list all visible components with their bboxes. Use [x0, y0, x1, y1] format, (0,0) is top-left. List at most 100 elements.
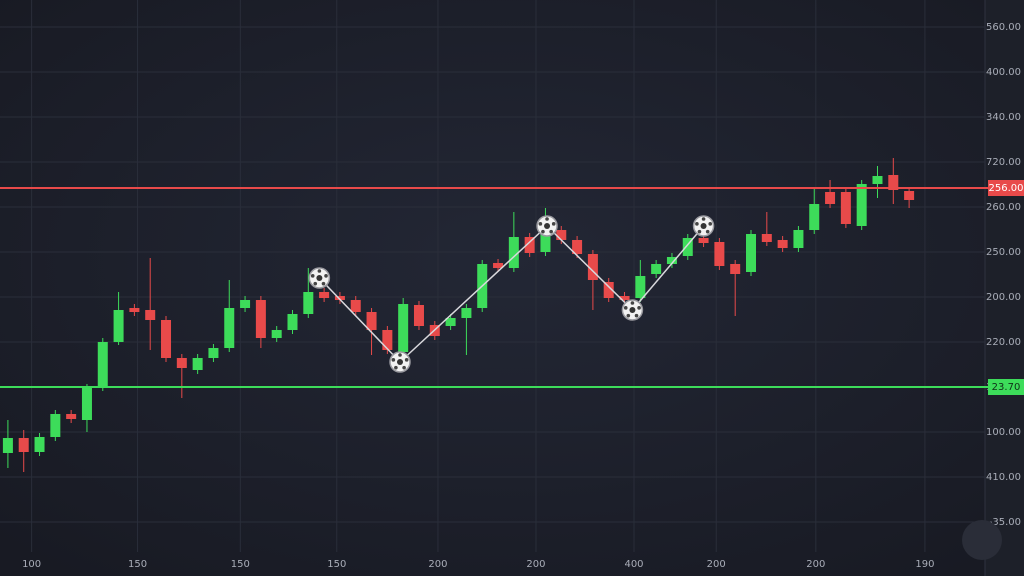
candle-body: [287, 314, 298, 330]
y-tick-label: 100.00: [986, 427, 1021, 438]
candle-body: [208, 348, 219, 358]
marker-patch: [541, 229, 545, 234]
x-tick-label: 200: [428, 559, 447, 570]
y-tick-label: 220.00: [986, 337, 1021, 348]
candle-body: [461, 308, 472, 318]
marker-patch: [623, 306, 628, 310]
marker-patch: [701, 217, 706, 221]
candle-body: [366, 312, 377, 330]
marker-patch: [705, 229, 710, 234]
candle-body: [192, 358, 203, 370]
marker-patch: [310, 274, 315, 278]
candle-body: [382, 330, 393, 350]
marker-patch: [321, 281, 326, 286]
candle-body: [303, 292, 314, 314]
candle-body: [651, 264, 662, 274]
marker-patch: [700, 223, 707, 229]
pattern-marker: [621, 299, 644, 321]
x-tick-label: 200: [806, 559, 825, 570]
candle-body: [809, 204, 820, 230]
y-tick-label: -35.00: [989, 517, 1021, 528]
candle-body: [97, 342, 108, 387]
candle-body: [113, 310, 124, 342]
marker-patch: [629, 307, 636, 313]
pattern-marker: [308, 267, 331, 289]
marker-patch: [544, 223, 551, 229]
marker-patch: [313, 281, 318, 286]
candle-body: [761, 234, 772, 242]
candle-body: [730, 264, 741, 274]
marker-patch: [394, 365, 398, 370]
candle-body: [682, 238, 693, 256]
candle-body: [319, 292, 330, 298]
candle-body: [81, 388, 92, 420]
x-tick-label: 150: [128, 559, 147, 570]
y-tick-label: 340.00: [986, 112, 1021, 123]
candle-body: [840, 192, 851, 224]
candle-body: [666, 257, 677, 264]
marker-patch: [634, 313, 639, 318]
candle-body: [524, 237, 535, 253]
candle-body: [255, 300, 266, 338]
pattern-marker: [536, 215, 558, 237]
candle-body: [619, 296, 630, 300]
candle-body: [904, 191, 915, 200]
marker-patch: [697, 229, 702, 234]
candle-body: [777, 240, 788, 248]
x-tick-label: 100: [22, 559, 41, 570]
candle-body: [271, 330, 282, 338]
candle-body: [350, 300, 361, 312]
marker-patch: [402, 365, 406, 370]
level-label: 23.70: [992, 382, 1021, 393]
y-tick-label: 260.00: [986, 202, 1021, 213]
x-tick-label: 400: [624, 559, 643, 570]
y-tick-label: 200.00: [986, 292, 1021, 303]
y-tick-label: 560.00: [986, 22, 1021, 33]
marker-patch: [630, 301, 635, 305]
marker-patch: [316, 275, 323, 281]
y-tick-label: 720.00: [986, 157, 1021, 168]
candle-body: [556, 230, 567, 240]
candle-body: [224, 308, 235, 348]
marker-patch: [637, 306, 641, 310]
marker-patch: [538, 222, 543, 226]
x-tick-label: 150: [231, 559, 250, 570]
marker-patch: [391, 358, 396, 362]
level-label-box: [988, 379, 1024, 395]
candle-body: [66, 414, 77, 419]
candle-body: [872, 176, 883, 184]
marker-patch: [317, 269, 322, 273]
candle-body: [793, 230, 804, 248]
candle-body: [587, 254, 598, 280]
candle-body: [2, 438, 13, 453]
candle-body: [50, 414, 61, 437]
marker-patch: [708, 222, 713, 226]
candle-body: [888, 175, 899, 190]
candle-body: [176, 358, 187, 368]
candle-body: [129, 308, 140, 312]
y-tick-label: 400.00: [986, 67, 1021, 78]
candle-body: [161, 320, 172, 358]
marker-patch: [398, 353, 402, 357]
x-tick-label: 190: [915, 559, 934, 570]
candle-body: [493, 263, 504, 268]
scroll-button[interactable]: [962, 520, 1002, 560]
candle-body: [540, 232, 551, 252]
candle-body: [746, 234, 757, 272]
marker-patch: [545, 217, 549, 221]
x-tick-label: 150: [327, 559, 346, 570]
marker-patch: [397, 359, 404, 365]
level-label: 256.00: [989, 183, 1024, 194]
candle-body: [413, 305, 424, 326]
candle-body: [34, 437, 45, 452]
candle-body: [334, 296, 345, 300]
candle-body: [635, 276, 646, 298]
marker-patch: [404, 358, 409, 362]
candle-body: [603, 282, 614, 298]
candle-body: [714, 242, 725, 266]
x-tick-label: 200: [707, 559, 726, 570]
candle-body: [145, 310, 156, 320]
marker-patch: [324, 274, 328, 278]
level-label-box: [988, 180, 1024, 196]
